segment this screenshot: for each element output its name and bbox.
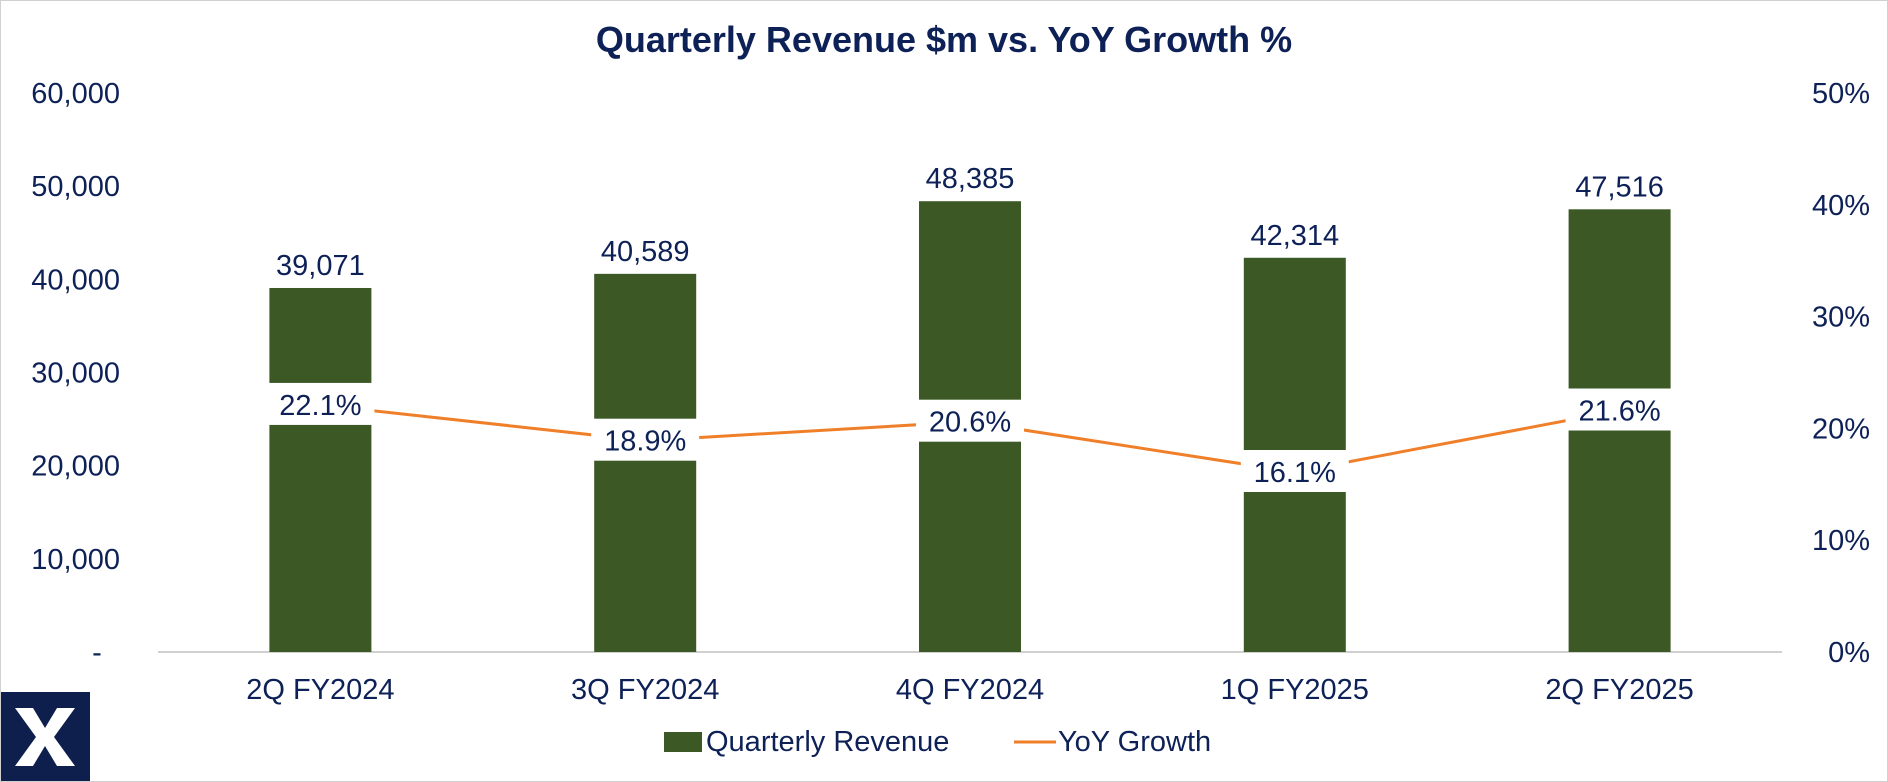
growth-data-labels: 22.1% 18.9% 20.6% 16.1% 21.6% bbox=[266, 382, 1674, 493]
right-axis-tick-label: 20% bbox=[1812, 413, 1870, 445]
revenue-bar bbox=[1568, 209, 1671, 652]
growth-label-background bbox=[591, 418, 700, 461]
x-axis-tick-label: 1Q FY2025 bbox=[1221, 674, 1369, 706]
left-axis-tick-label: 40,000 bbox=[31, 264, 120, 296]
right-axis-tick-label: 0% bbox=[1828, 637, 1870, 669]
x-axis-tick-label: 3Q FY2024 bbox=[571, 674, 719, 706]
revenue-bar-label: 48,385 bbox=[926, 163, 1015, 195]
right-axis-tick-label: 10% bbox=[1812, 525, 1870, 557]
x-axis-tick-label: 4Q FY2024 bbox=[896, 674, 1044, 706]
right-axis-tick-label: 40% bbox=[1812, 190, 1870, 222]
growth-data-label: 20.6% bbox=[929, 407, 1011, 439]
growth-data-label: 18.9% bbox=[604, 426, 686, 458]
legend-swatch-quarterly-revenue bbox=[664, 732, 702, 752]
growth-label-background bbox=[916, 399, 1024, 442]
growth-label-background bbox=[1565, 388, 1674, 431]
left-axis-tick-label: 30,000 bbox=[31, 358, 120, 390]
left-axis-tick-label: 50,000 bbox=[31, 171, 120, 203]
growth-label-background bbox=[1240, 450, 1349, 493]
right-axis-tick-label: 50% bbox=[1812, 78, 1870, 110]
revenue-bar bbox=[269, 287, 372, 652]
brand-logo-icon bbox=[1, 692, 90, 781]
left-axis-tick-label: - bbox=[92, 637, 102, 669]
right-axis-tick-label: 30% bbox=[1812, 302, 1870, 334]
revenue-bar-labels: 39,071 40,589 48,385 42,314 47,516 bbox=[276, 163, 1664, 282]
revenue-bar-label: 40,589 bbox=[601, 236, 690, 268]
legend-label-yoy-growth: YoY Growth bbox=[1058, 726, 1211, 758]
left-axis-tick-label: 10,000 bbox=[31, 544, 120, 576]
x-axis-tick-label: 2Q FY2024 bbox=[246, 674, 394, 706]
x-axis-tick-labels: 2Q FY2024 3Q FY2024 4Q FY2024 1Q FY2025 2Q F… bbox=[246, 674, 1694, 706]
growth-data-label: 16.1% bbox=[1254, 457, 1336, 489]
chart-legend: Quarterly Revenue YoY Growth bbox=[664, 726, 1211, 758]
left-axis-tick-label: 60,000 bbox=[31, 78, 120, 110]
right-y-axis: 0% 10% 20% 30% 40% 50% bbox=[1812, 78, 1870, 669]
revenue-bar-label: 39,071 bbox=[276, 250, 365, 282]
chart-title: Quarterly Revenue $m vs. YoY Growth % bbox=[596, 19, 1292, 60]
revenue-bar-label: 47,516 bbox=[1575, 171, 1664, 203]
growth-label-background bbox=[266, 382, 375, 425]
left-y-axis: - 10,000 20,000 30,000 40,000 50,000 60,000 bbox=[31, 78, 120, 669]
x-axis-tick-label: 2Q FY2025 bbox=[1545, 674, 1693, 706]
revenue-bar bbox=[594, 273, 697, 652]
legend-label-quarterly-revenue: Quarterly Revenue bbox=[706, 726, 949, 758]
growth-data-label: 21.6% bbox=[1578, 396, 1660, 428]
left-axis-tick-label: 20,000 bbox=[31, 451, 120, 483]
growth-data-label: 22.1% bbox=[279, 390, 361, 422]
revenue-bar-label: 42,314 bbox=[1250, 220, 1339, 252]
